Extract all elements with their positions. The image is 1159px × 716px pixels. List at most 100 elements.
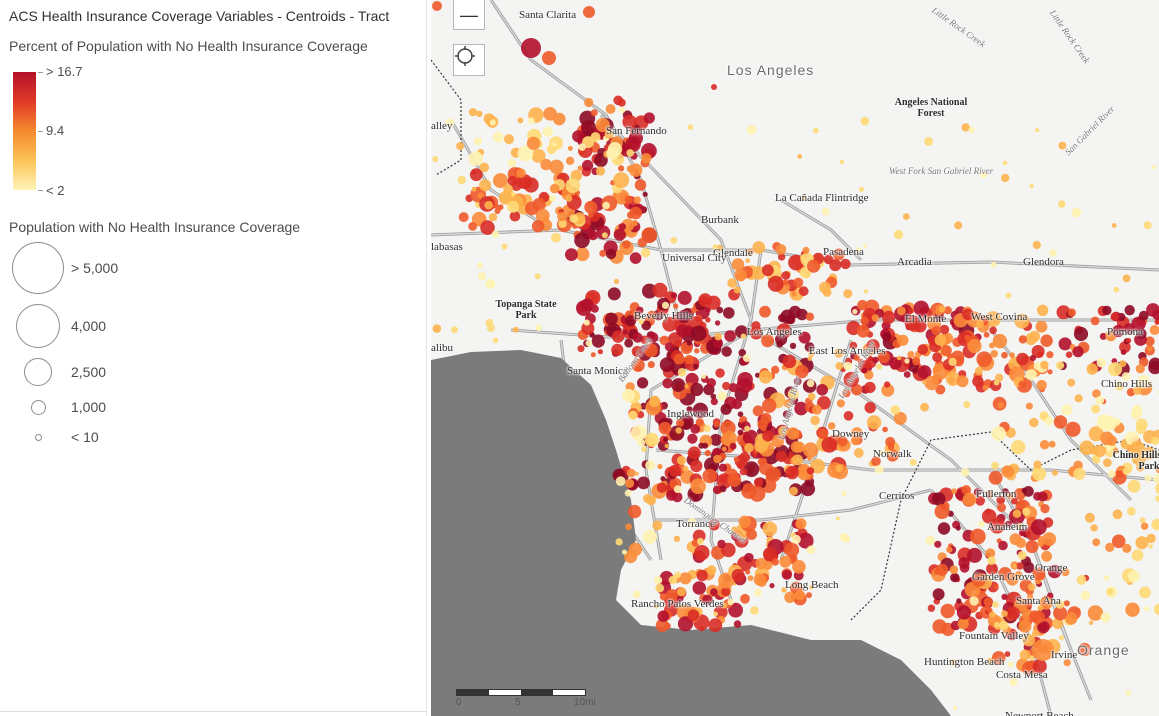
map-view[interactable]: — Santa Clarita Los Angeles Angeles Nation… bbox=[431, 0, 1159, 716]
tract-dot bbox=[493, 203, 499, 209]
place-label: West Covina bbox=[971, 311, 1028, 323]
tract-dot bbox=[788, 305, 802, 319]
tract-dot bbox=[765, 466, 781, 483]
tract-dot bbox=[580, 298, 594, 312]
tract-dot bbox=[973, 488, 982, 496]
tract-dot bbox=[857, 299, 868, 311]
tract-dot bbox=[624, 338, 634, 348]
tract-dot bbox=[775, 244, 787, 255]
tract-dot bbox=[795, 364, 809, 379]
tract-dot bbox=[626, 468, 636, 478]
place-label: Santa Monica bbox=[567, 365, 628, 377]
tract-dot bbox=[739, 451, 751, 463]
place-label: Beverly Hills bbox=[634, 310, 693, 322]
tract-dot bbox=[622, 329, 628, 335]
tract-dot bbox=[551, 232, 561, 243]
tract-dot bbox=[1122, 543, 1132, 554]
highway-center bbox=[600, 114, 752, 321]
tract-dot bbox=[1029, 183, 1034, 189]
tract-dot bbox=[1121, 372, 1131, 381]
locate-button[interactable] bbox=[453, 44, 485, 76]
tract-dot bbox=[1148, 544, 1153, 549]
tract-dot bbox=[811, 404, 822, 415]
tract-dot bbox=[878, 450, 884, 456]
tract-dot bbox=[714, 320, 721, 326]
tract-dot bbox=[488, 213, 498, 222]
tract-dot bbox=[1056, 361, 1065, 370]
tract-dot bbox=[565, 248, 578, 261]
tract-dot bbox=[675, 419, 685, 428]
size-circle-4000 bbox=[16, 304, 60, 348]
tract-dot bbox=[884, 381, 891, 388]
tract-dot bbox=[624, 489, 632, 497]
tract-dot bbox=[1095, 396, 1105, 405]
ocean bbox=[431, 350, 951, 716]
tract-dot bbox=[855, 247, 862, 253]
tract-dot bbox=[969, 596, 979, 606]
tract-dot bbox=[567, 145, 573, 151]
tract-dot bbox=[718, 463, 727, 472]
tract-dot bbox=[1112, 324, 1125, 338]
tract-dot bbox=[622, 240, 631, 249]
map-canvas[interactable] bbox=[431, 0, 1159, 716]
tract-dot bbox=[1025, 402, 1033, 410]
tract-dot bbox=[712, 485, 722, 495]
zoom-out-button[interactable]: — bbox=[453, 0, 485, 30]
tract-dot bbox=[1016, 562, 1024, 570]
tract-dot bbox=[625, 315, 637, 327]
tract-dot bbox=[749, 326, 763, 340]
tract-dot bbox=[641, 446, 647, 453]
tract-dot bbox=[793, 377, 802, 386]
tract-dot bbox=[492, 131, 504, 143]
tract-dot bbox=[975, 496, 985, 506]
tract-dot bbox=[1029, 417, 1039, 428]
tract-dot bbox=[713, 421, 720, 428]
tract-dot bbox=[950, 572, 960, 583]
tract-dot bbox=[1131, 549, 1144, 562]
tract-dot bbox=[629, 206, 642, 220]
tract-dot bbox=[759, 370, 773, 384]
tract-dot bbox=[615, 476, 626, 487]
tract-dot bbox=[781, 587, 787, 593]
tract-dot bbox=[761, 398, 777, 413]
ramp-label-low: < 2 bbox=[46, 183, 65, 198]
tract-dot bbox=[920, 402, 929, 412]
tract-dot bbox=[897, 334, 909, 346]
tract-dot bbox=[958, 557, 970, 569]
tract-dot bbox=[451, 326, 458, 334]
tract-dot bbox=[699, 626, 705, 632]
tract-dot bbox=[1063, 659, 1071, 667]
tract-dot bbox=[1027, 583, 1036, 591]
tract-dot bbox=[978, 520, 985, 528]
tract-dot bbox=[775, 450, 787, 462]
tract-dot bbox=[783, 399, 793, 408]
tract-dot bbox=[696, 537, 704, 545]
tract-dot bbox=[658, 421, 672, 435]
tract-dot bbox=[1153, 474, 1159, 484]
tract-dot bbox=[1032, 467, 1047, 481]
tract-dot bbox=[744, 425, 750, 432]
tract-dot bbox=[1065, 421, 1081, 437]
tract-dot bbox=[807, 356, 813, 361]
tract-dot bbox=[806, 379, 815, 388]
tract-dot bbox=[839, 159, 845, 165]
tract-dot bbox=[657, 463, 663, 470]
tract-dot bbox=[708, 618, 723, 633]
tract-dot bbox=[677, 595, 684, 602]
highway-center bbox=[645, 329, 752, 561]
tract-dot bbox=[771, 434, 785, 448]
tract-dot bbox=[722, 381, 731, 391]
tract-dot bbox=[692, 581, 707, 595]
tract-dot bbox=[1119, 360, 1127, 368]
tract-dot bbox=[1087, 605, 1104, 621]
tract-dot bbox=[468, 222, 477, 231]
tract-dot bbox=[904, 358, 910, 364]
tract-dot bbox=[1023, 561, 1035, 574]
tract-dot bbox=[924, 375, 939, 391]
tract-dot bbox=[964, 334, 971, 341]
tract-dot bbox=[643, 343, 658, 358]
tract-dot bbox=[1040, 334, 1053, 347]
tract-dot bbox=[771, 365, 780, 374]
tract-dot bbox=[723, 307, 735, 319]
tract-dot bbox=[805, 312, 815, 321]
